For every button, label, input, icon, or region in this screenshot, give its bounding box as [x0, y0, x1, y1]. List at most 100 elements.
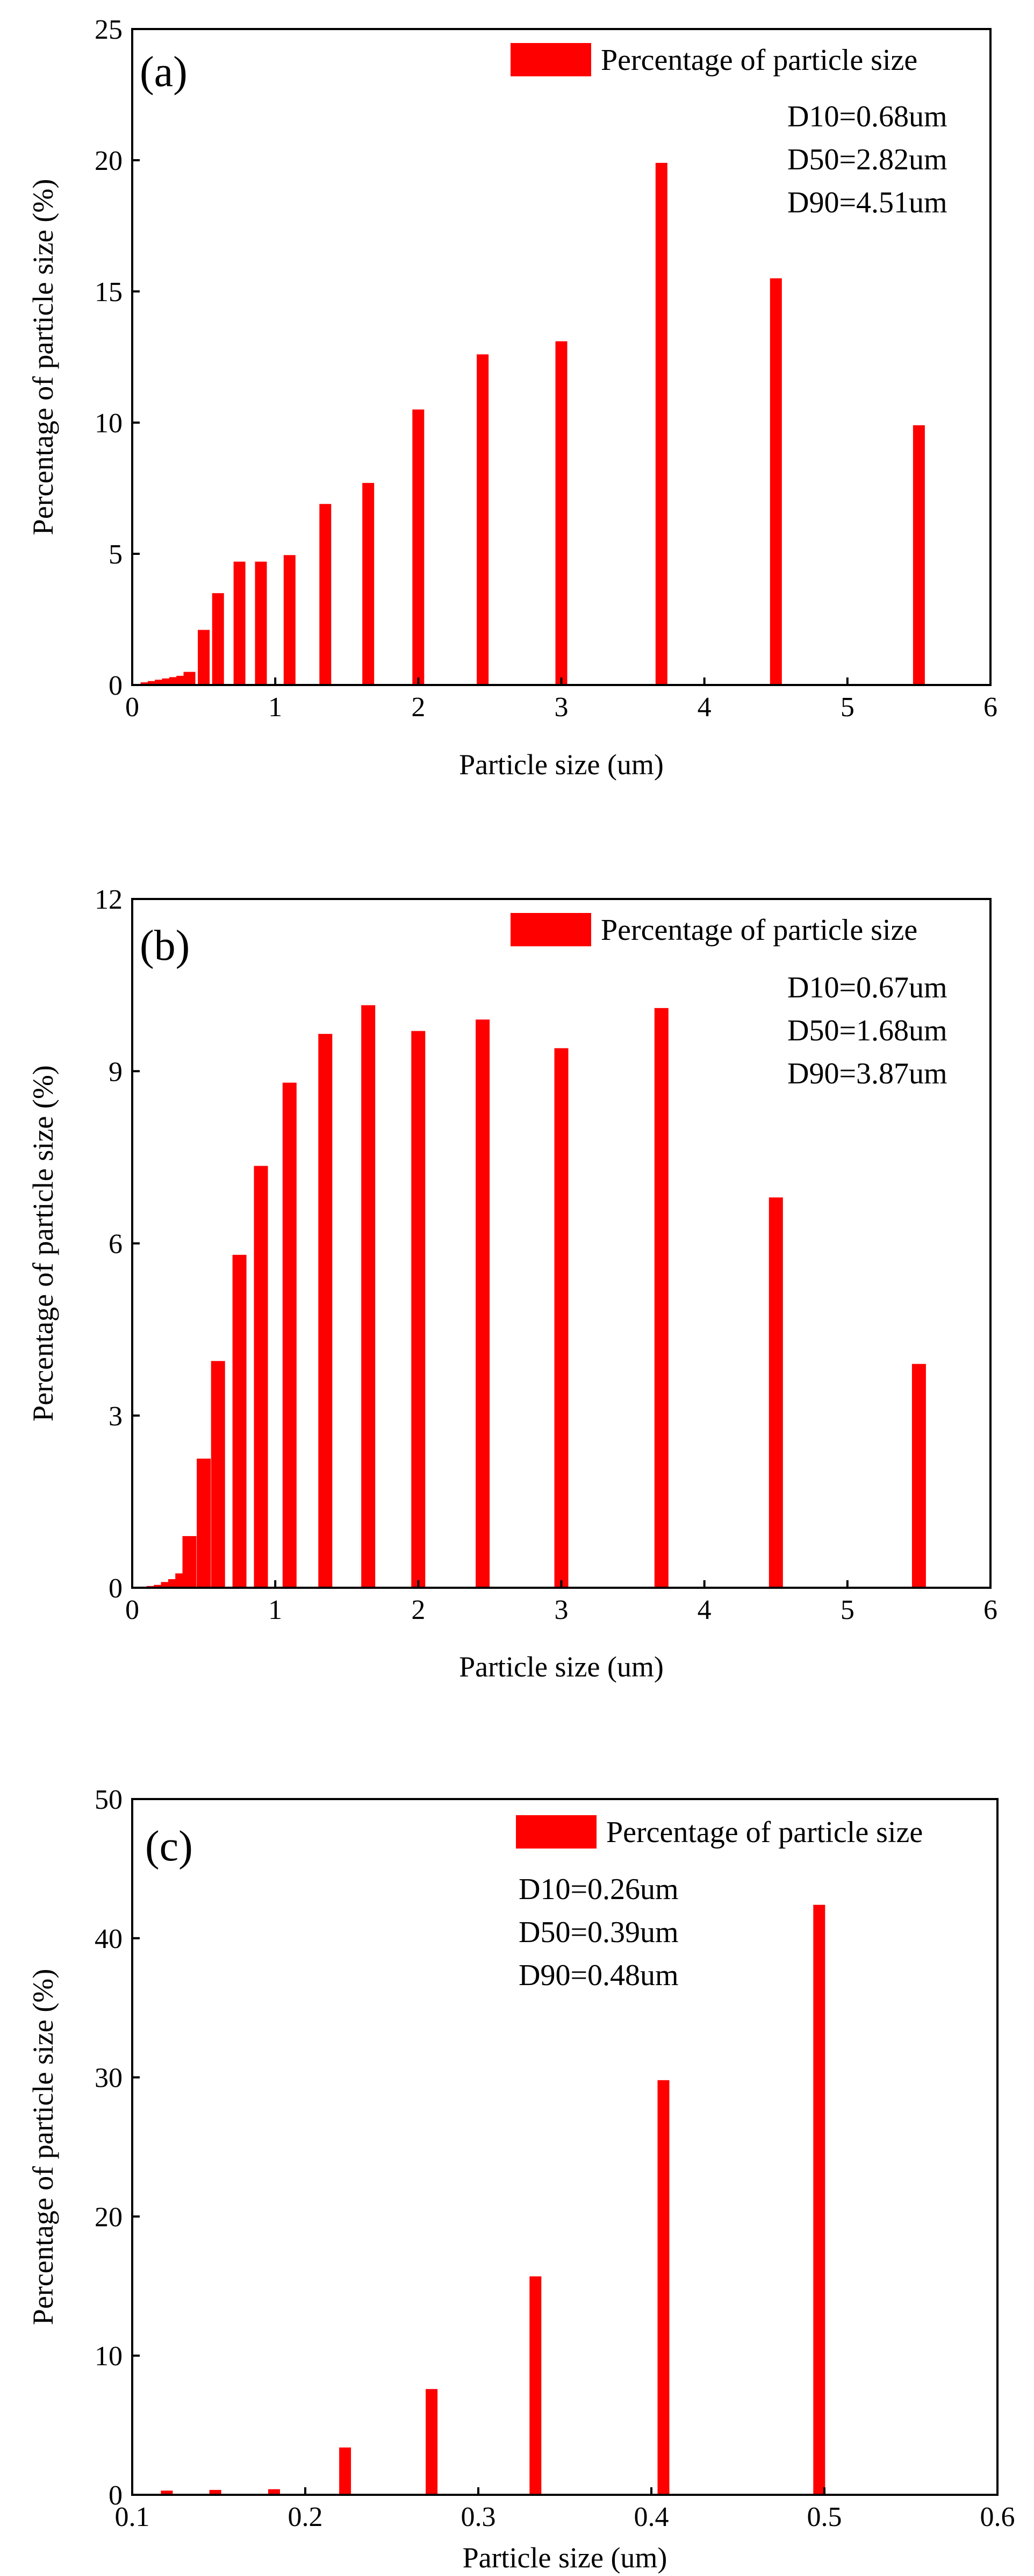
x-tick-label: 1 — [268, 1595, 282, 1625]
tick-label-group: 0.1 0.2 0.3 0.4 0.5 0.6 0 10 20 30 40 50 — [95, 1785, 1015, 2532]
x-tick-label: 0.3 — [461, 2502, 496, 2532]
bar-0.6 — [211, 1361, 225, 1588]
y-tick-label: 20 — [95, 146, 123, 176]
bar-group — [161, 1904, 825, 2495]
bar-4.5 — [769, 1197, 783, 1588]
bar-0.6 — [212, 593, 224, 685]
panel-label: (c) — [145, 1823, 193, 1870]
bar-2 — [411, 1031, 426, 1588]
x-tick-label: 0.1 — [115, 2502, 150, 2532]
bar-group — [140, 162, 925, 685]
x-tick-label: 0 — [125, 692, 139, 723]
y-axis-title: Percentage of particle size (%) — [27, 179, 59, 536]
bar-4.5 — [770, 278, 782, 685]
y-tick-label: 3 — [109, 1401, 123, 1432]
bar-0.4 — [183, 672, 196, 685]
bar-0.1 — [140, 682, 153, 685]
y-tick-label: 0 — [109, 1573, 123, 1604]
x-tick-label: 0.4 — [634, 2502, 669, 2532]
y-tick-label: 6 — [109, 1229, 123, 1260]
legend-label: Percentage of particle size — [601, 914, 917, 947]
y-axis-title: Percentage of particle size (%) — [27, 1065, 59, 1422]
bar-0.497 — [813, 1904, 825, 2495]
stat-d90: D90=4.51um — [787, 186, 947, 219]
y-axis-title: Percentage of particle size (%) — [27, 1969, 59, 2325]
bar-1.1 — [283, 555, 296, 685]
y-tick-label: 25 — [95, 15, 123, 45]
bar-0.5 — [198, 630, 210, 685]
bar-1.65 — [362, 483, 375, 685]
x-tick-label: 5 — [841, 1595, 855, 1625]
bar-1.1 — [282, 1082, 297, 1588]
bar-1.65 — [361, 1005, 376, 1588]
x-tick-label: 0.6 — [980, 2502, 1015, 2532]
bar-0.9 — [255, 561, 267, 685]
y-tick-label: 0 — [109, 670, 123, 701]
bar-0.4 — [182, 1536, 197, 1588]
x-axis-title: Particle size (um) — [463, 2542, 667, 2574]
bar-2.45 — [477, 354, 489, 685]
bar-0.25 — [161, 1582, 175, 1588]
panel-label: (b) — [140, 922, 190, 969]
bar-0.2 — [154, 1585, 168, 1588]
legend-swatch — [516, 1815, 597, 1849]
chart-panel-a: 0 1 2 3 4 5 6 0 5 10 15 20 25 (a) Percentage of part… — [27, 15, 997, 781]
y-tick-label: 20 — [95, 2202, 123, 2232]
y-tick-label: 12 — [95, 884, 123, 915]
x-tick-label: 0.5 — [807, 2502, 842, 2532]
bar-3.7 — [654, 1008, 669, 1588]
x-tick-label: 2 — [411, 692, 425, 723]
legend-label: Percentage of particle size — [601, 44, 917, 77]
x-tick-label: 2 — [411, 1595, 425, 1625]
y-tick-label: 10 — [95, 408, 123, 439]
x-tick-label: 0.2 — [288, 2502, 323, 2532]
bar-0.75 — [233, 561, 246, 685]
bar-3 — [555, 341, 568, 685]
legend-swatch — [511, 43, 591, 76]
stat-d10: D10=0.26um — [519, 1873, 679, 1906]
stat-d50: D50=1.68um — [787, 1014, 947, 1047]
x-axis-title: Particle size (um) — [459, 1651, 664, 1683]
x-tick-label: 5 — [841, 692, 855, 723]
plot-frame — [131, 1798, 999, 2496]
bar-0.273 — [426, 2389, 438, 2495]
tick-group — [131, 898, 992, 1589]
x-tick-label: 4 — [698, 1595, 712, 1625]
bar-group — [139, 1005, 926, 1588]
x-tick-label: 3 — [555, 1595, 569, 1625]
x-tick-label: 0 — [125, 1595, 139, 1625]
stat-d90: D90=0.48um — [519, 1959, 679, 1992]
stat-d10: D10=0.67um — [787, 971, 947, 1004]
bar-0.2 — [155, 680, 167, 685]
y-tick-label: 9 — [109, 1057, 123, 1087]
bar-0.12 — [161, 2491, 173, 2495]
x-tick-label: 6 — [983, 1595, 997, 1625]
bar-0.15 — [147, 681, 160, 685]
bar-2 — [412, 409, 425, 685]
bar-0.148 — [209, 2489, 221, 2495]
stat-d50: D50=0.39um — [519, 1916, 679, 1949]
bar-2.45 — [476, 1019, 490, 1588]
bar-0.75 — [232, 1254, 247, 1588]
bar-0.223 — [339, 2447, 351, 2495]
bar-0.9 — [254, 1166, 268, 1588]
panel-label: (a) — [140, 48, 188, 96]
chart-panel-c: 0.1 0.2 0.3 0.4 0.5 0.6 0 10 20 30 40 50 (c) Percen… — [27, 1785, 1015, 2574]
y-tick-label: 5 — [109, 539, 123, 570]
bar-0.407 — [657, 2080, 670, 2495]
bar-3 — [554, 1048, 569, 1588]
bar-0.182 — [268, 2489, 280, 2495]
tick-group — [131, 1798, 999, 2496]
y-tick-label: 40 — [95, 1924, 123, 1954]
bar-0.333 — [529, 2276, 542, 2495]
x-tick-label: 1 — [268, 692, 282, 723]
tick-label-group: 0 1 2 3 4 5 6 0 5 10 15 20 25 — [95, 15, 997, 723]
stat-d10: D10=0.68um — [787, 100, 947, 133]
bar-0.5 — [197, 1458, 211, 1588]
tick-group — [131, 28, 992, 686]
x-tick-label: 3 — [555, 692, 569, 723]
legend-swatch — [511, 913, 591, 946]
